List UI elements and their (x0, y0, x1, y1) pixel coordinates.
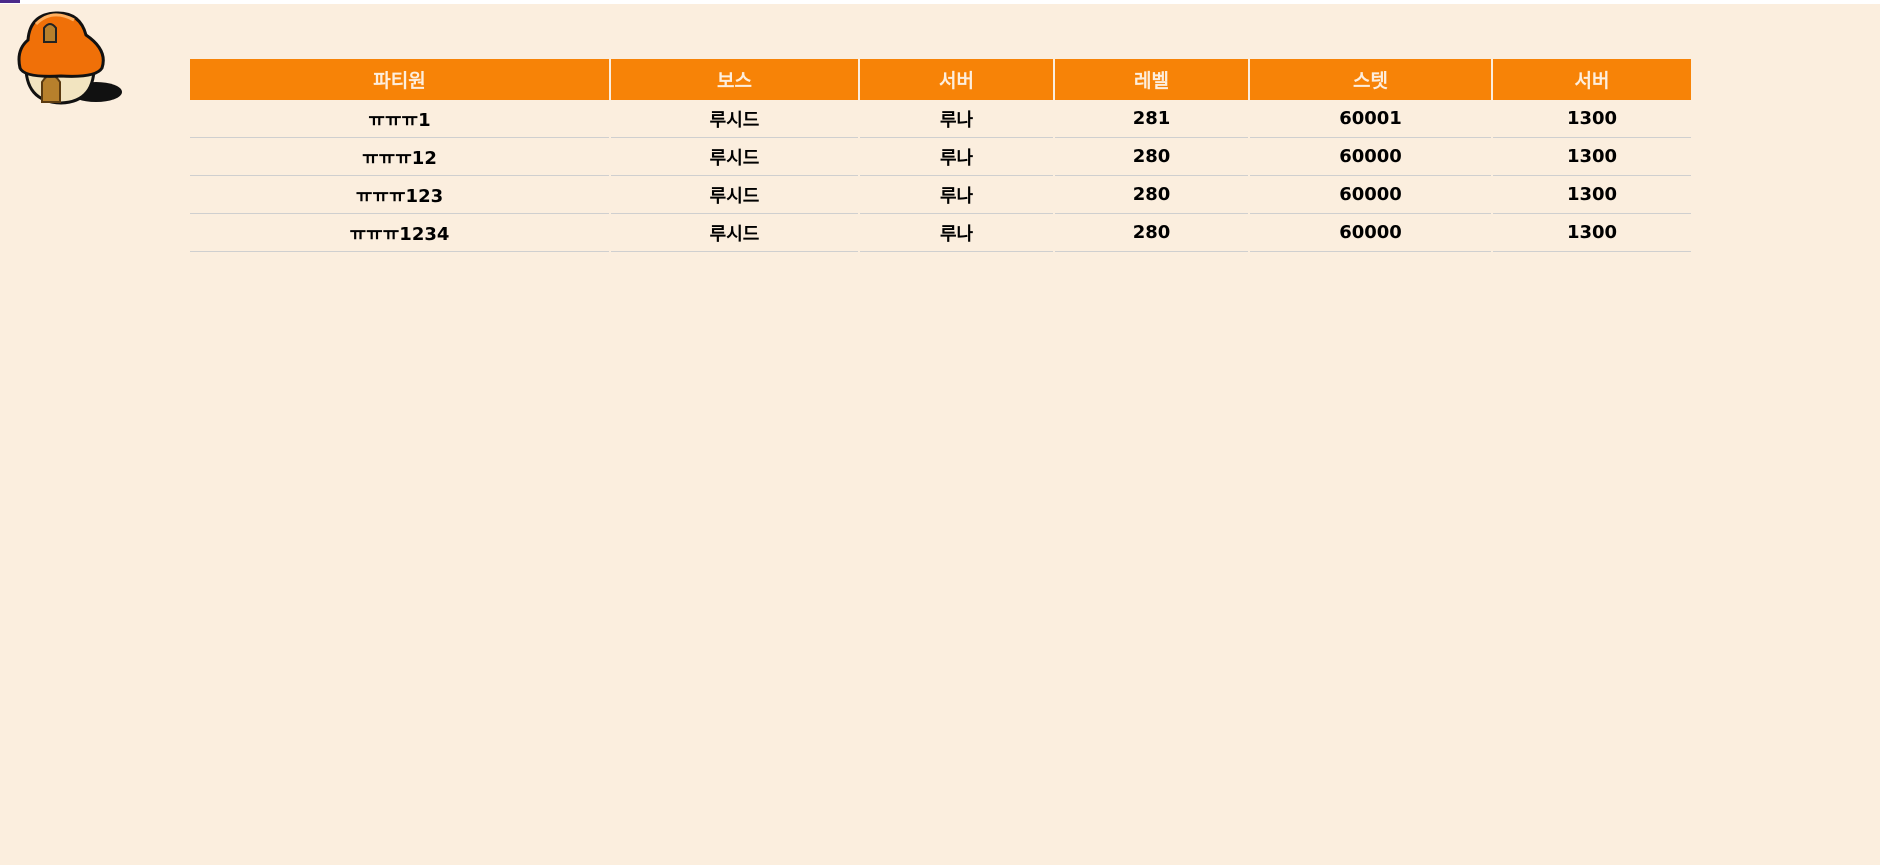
cell-server-2: 1300 (1491, 100, 1691, 138)
cell-level: 280 (1053, 213, 1249, 252)
cell-party-member: ㅠㅠㅠ123 (190, 175, 610, 214)
table-row: ㅠㅠㅠ1234 루시드 루나 280 60000 1300 (190, 213, 1691, 252)
header-boss: 보스 (609, 59, 859, 100)
mushroom-house-icon (17, 11, 122, 105)
table-row: ㅠㅠㅠ123 루시드 루나 280 60000 1300 (190, 175, 1691, 214)
header-server-2: 서버 (1491, 59, 1691, 100)
top-strip (0, 0, 1880, 4)
cell-boss: 루시드 (609, 100, 859, 138)
cell-server-2: 1300 (1491, 213, 1691, 252)
cell-server: 루나 (858, 213, 1054, 252)
table-row: ㅠㅠㅠ12 루시드 루나 280 60000 1300 (190, 137, 1691, 176)
cell-boss: 루시드 (609, 175, 859, 214)
cell-server: 루나 (858, 175, 1054, 214)
table-row: ㅠㅠㅠ1 루시드 루나 281 60001 1300 (190, 100, 1691, 138)
cell-stat: 60000 (1248, 175, 1492, 214)
cell-party-member: ㅠㅠㅠ1 (190, 100, 610, 138)
cell-stat: 60000 (1248, 137, 1492, 176)
header-server: 서버 (858, 59, 1054, 100)
cell-server-2: 1300 (1491, 137, 1691, 176)
header-stat: 스텟 (1248, 59, 1492, 100)
header-level: 레벨 (1053, 59, 1249, 100)
cell-server: 루나 (858, 100, 1054, 138)
cell-level: 280 (1053, 175, 1249, 214)
cell-server-2: 1300 (1491, 175, 1691, 214)
cell-boss: 루시드 (609, 213, 859, 252)
cell-level: 280 (1053, 137, 1249, 176)
home-logo-link[interactable] (16, 10, 128, 110)
party-table: 파티원 보스 서버 레벨 스텟 서버 ㅠㅠㅠ1 루시드 루나 281 60001 1300… (190, 59, 1691, 252)
cell-level: 281 (1053, 100, 1249, 138)
cell-stat: 60000 (1248, 213, 1492, 252)
cell-party-member: ㅠㅠㅠ12 (190, 137, 610, 176)
header-party-member: 파티원 (190, 59, 610, 100)
table-header-row: 파티원 보스 서버 레벨 스텟 서버 (190, 59, 1691, 100)
cell-stat: 60001 (1248, 100, 1492, 138)
cell-server: 루나 (858, 137, 1054, 176)
top-mark (0, 0, 20, 3)
cell-party-member: ㅠㅠㅠ1234 (190, 213, 610, 252)
cell-boss: 루시드 (609, 137, 859, 176)
